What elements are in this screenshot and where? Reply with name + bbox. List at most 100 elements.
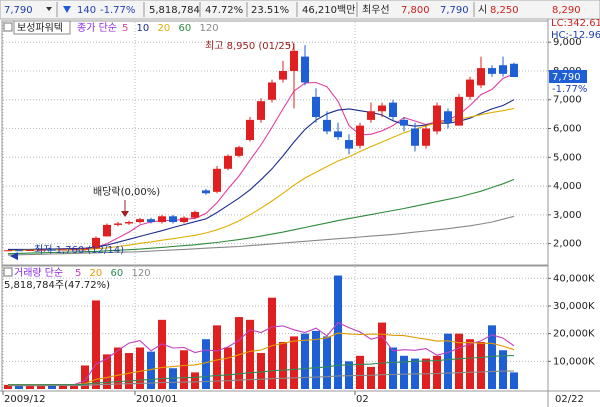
candle-body: [158, 216, 166, 223]
candle-body: [444, 111, 452, 123]
candle-body: [466, 79, 474, 97]
candle-body: [191, 211, 199, 218]
volume-bar: [334, 275, 342, 389]
candle-body: [202, 190, 210, 194]
header-open-label: 시: [478, 4, 487, 16]
volume-bar: [70, 384, 78, 389]
volume-bar: [180, 350, 188, 389]
candle-body: [510, 63, 518, 78]
candle-body: [59, 249, 67, 251]
volume-bar: [235, 317, 243, 389]
volume-bar: [15, 385, 23, 389]
annotation-arrow: [288, 43, 291, 47]
candle-body: [378, 105, 386, 112]
candle-body: [224, 155, 232, 169]
last-price-label: 7,790: [552, 72, 581, 83]
volume-bar: [301, 333, 309, 389]
volume-bar: [279, 341, 287, 389]
candle-body: [301, 56, 309, 83]
candle-body: [235, 147, 243, 156]
legend-entry: 10: [137, 23, 150, 34]
volume-bar: [213, 325, 221, 389]
volume-bar: [433, 355, 441, 389]
volume-bar: [26, 384, 34, 389]
volume-bar: [466, 339, 474, 389]
volume-legend-title: 거래량 단순: [14, 267, 63, 279]
candle-body: [48, 249, 56, 251]
volume-bar: [37, 384, 45, 389]
volume-bar: [323, 336, 331, 389]
candle-body: [400, 119, 408, 126]
header-volume-pct: 47.72%: [205, 5, 243, 16]
last-change-label: -1.77%: [552, 84, 587, 95]
ma-line: [8, 370, 515, 387]
ma-line: [7, 178, 515, 255]
volume-bar: [400, 355, 408, 389]
volume-bar: [92, 300, 100, 389]
candle-body: [345, 140, 353, 149]
annotation-arrowhead: [10, 252, 18, 261]
annotation: 배당락(0,00%): [93, 186, 160, 198]
header-best-bid: 7,790: [440, 5, 469, 16]
candle-body: [92, 237, 100, 249]
ma-line: [8, 354, 515, 386]
legend-entry: 120: [132, 268, 151, 279]
annotation: 최저 1,760 (12/14): [34, 244, 124, 256]
dropdown-icon[interactable]: [46, 7, 52, 11]
volume-bar: [477, 341, 485, 389]
volume-bar: [103, 354, 111, 389]
volume-bar: [114, 347, 122, 389]
volume-bar: [81, 365, 89, 389]
header-change: 140: [77, 5, 96, 16]
volume-bar: [290, 336, 298, 389]
candle-body: [367, 111, 375, 120]
candle-body: [37, 249, 45, 251]
header-best-ask: 7,800: [401, 5, 430, 16]
volume-bar: [356, 355, 364, 389]
candle-body: [103, 224, 111, 237]
volume-bar: [268, 297, 276, 389]
volume-bar: [488, 325, 496, 389]
candle-body: [422, 128, 430, 146]
volume-bar: [389, 347, 397, 389]
legend-entry: 20: [90, 268, 103, 279]
y-tick-label: 7,000: [553, 95, 582, 106]
panel-checkbox[interactable]: [3, 267, 13, 277]
stock-selector[interactable]: [13, 20, 71, 35]
candle-body: [411, 128, 419, 146]
candle-body: [499, 65, 507, 74]
y-tick-label: 10,000K: [553, 356, 595, 367]
header-change-pct: -1.77%: [100, 5, 135, 16]
volume-subtitle: 5,818,784주(47.72%): [4, 280, 110, 291]
end-date-label: 02/22: [555, 394, 584, 405]
quote-bar: [0, 0, 600, 20]
volume-bar: [136, 347, 144, 389]
y-tick-label: 4,000: [553, 181, 582, 192]
candle-body: [81, 248, 89, 250]
header-best-label: 최우선: [362, 4, 390, 16]
volume-bar: [158, 319, 166, 389]
y-tick-label: 2,000: [553, 239, 582, 250]
panel-checkbox[interactable]: [3, 22, 13, 32]
y-tick-label: 20,000K: [553, 329, 595, 340]
volume-bar: [246, 319, 254, 389]
candle-body: [26, 249, 34, 251]
x-tick-label: 2009/12: [4, 394, 46, 405]
x-tick-label: 2010/01: [136, 394, 178, 405]
candle-body: [15, 250, 23, 252]
volume-bar: [202, 339, 210, 389]
lc-label: LC:342.61: [551, 18, 600, 29]
candle-body: [312, 96, 320, 118]
volume-bar: [367, 366, 375, 389]
candle-body: [147, 219, 155, 223]
candle-body: [114, 223, 122, 225]
candle-body: [433, 105, 441, 132]
volume-bar: [257, 353, 265, 389]
ma-line: [7, 107, 515, 252]
ma-line: [7, 215, 515, 256]
hc-label: HC:-12.96: [551, 30, 600, 41]
x-tick-label: 02: [356, 394, 369, 405]
legend-entry: 5: [122, 23, 128, 34]
